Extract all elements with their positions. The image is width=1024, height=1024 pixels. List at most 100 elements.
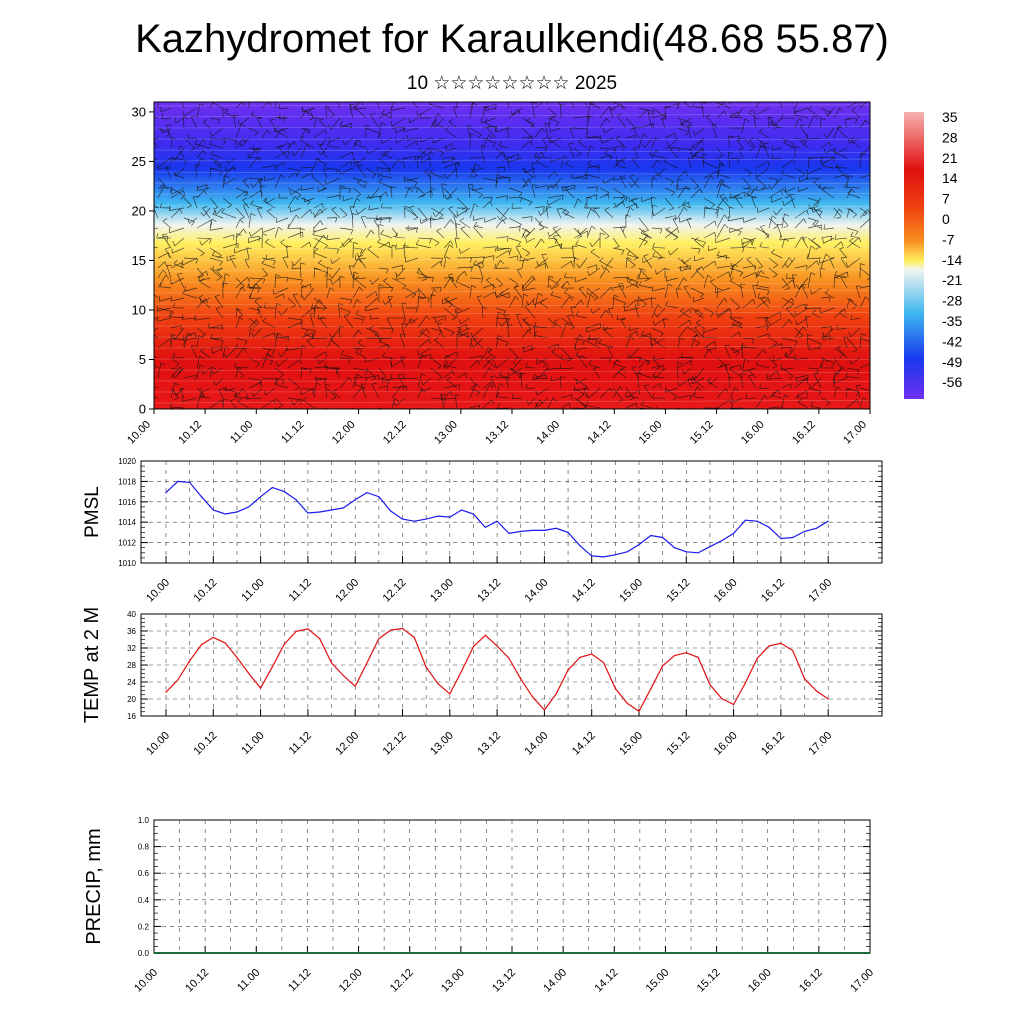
panel-1-point-40 <box>638 544 640 546</box>
wind-barb-35 <box>612 104 623 110</box>
wind-barb-378 <box>781 159 796 169</box>
wind-barb-857 <box>571 245 578 259</box>
wind-barb-436 <box>806 174 822 180</box>
wind-barb-969 <box>599 268 610 279</box>
wind-barb-1680 <box>547 397 557 409</box>
wind-barb-161 <box>820 118 826 129</box>
wind-barb-776 <box>235 233 242 249</box>
panel-2-point-38 <box>614 687 616 690</box>
wind-barb-262 <box>690 147 705 158</box>
wind-barb-683 <box>453 215 459 229</box>
wind-barb-768 <box>834 234 848 240</box>
wind-barb-290 <box>352 157 360 168</box>
wind-barb-179 <box>328 136 341 142</box>
wind-barb-58 <box>196 103 205 119</box>
wind-barb-1499 <box>335 367 341 379</box>
panel-3-xtick-label-8: 14.00 <box>541 967 569 995</box>
page-title: Kazhydromet for Karaulkendi(48.68 55.87) <box>135 17 889 61</box>
wind-barb-360 <box>536 157 549 169</box>
wind-barb-637 <box>562 208 575 219</box>
wind-barb-929 <box>794 265 808 271</box>
wind-barb-1418 <box>716 357 725 367</box>
panel-2-point-48 <box>733 703 735 706</box>
wind-barb-1339 <box>399 333 406 349</box>
wind-barb-1426 <box>820 357 836 367</box>
wind-barb-272 <box>823 147 835 154</box>
wind-barb-1450 <box>417 354 427 369</box>
wind-barb-505 <box>278 193 289 199</box>
wind-barb-1296 <box>560 322 571 339</box>
wind-barb-665 <box>209 225 224 231</box>
wind-barb-1504 <box>390 374 406 380</box>
contour-line-24 <box>154 369 870 373</box>
wind-barb-1032 <box>703 274 712 289</box>
wind-barb-513 <box>390 186 396 199</box>
wind-barb-822 <box>833 241 844 249</box>
wind-barb-1422 <box>768 357 778 369</box>
wind-barb-1624 <box>526 397 536 406</box>
wind-barb-395 <box>287 172 298 179</box>
wind-barb-1409 <box>600 357 612 363</box>
wind-barb-1392 <box>364 357 380 363</box>
wind-barb-192 <box>506 127 513 139</box>
wind-barb-389 <box>209 167 216 179</box>
wind-barb-1537 <box>833 366 846 379</box>
wind-barb-1362 <box>703 341 717 349</box>
wind-barb-826 <box>164 247 172 259</box>
wind-barb-130 <box>404 126 419 133</box>
wind-barb-1340 <box>417 339 431 349</box>
wind-barb-480 <box>676 178 683 189</box>
wind-barb-1598 <box>181 396 198 402</box>
wind-barb-1012 <box>443 276 455 289</box>
wind-barb-966 <box>548 277 562 290</box>
panel-2-point-44 <box>685 652 687 654</box>
wind-barb-1228 <box>386 317 393 329</box>
wind-barb-1601 <box>235 388 246 399</box>
wind-barb-928 <box>781 257 793 269</box>
panel-1-xtick-label-5: 12.12 <box>381 577 409 605</box>
wind-barb-344 <box>339 161 353 169</box>
contour-line-15 <box>154 269 870 272</box>
contour-line-22 <box>154 345 870 349</box>
wind-barb-294 <box>404 156 417 162</box>
wind-barb-265 <box>736 138 744 149</box>
wind-barb-1379 <box>200 347 211 359</box>
wind-barb-1459 <box>525 362 536 369</box>
wind-barb-1596 <box>170 382 180 399</box>
wind-barb-911 <box>560 260 573 269</box>
wind-barb-853 <box>515 245 523 259</box>
wind-barb-770 <box>154 246 159 249</box>
wind-barb-1200 <box>729 312 744 319</box>
wind-barb-945 <box>287 277 304 285</box>
wind-barb-511 <box>365 195 382 202</box>
wind-barb-883 <box>196 267 204 278</box>
wind-barb-965 <box>547 277 560 289</box>
wind-barb-601 <box>811 207 822 213</box>
wind-barb-1144 <box>715 307 731 317</box>
wind-barb-922 <box>703 260 717 269</box>
wind-barb-57 <box>174 117 185 123</box>
wind-barb-1101 <box>156 306 172 312</box>
wind-barb-175 <box>274 126 289 139</box>
wind-barb-1019 <box>522 285 536 291</box>
wind-barb-1289 <box>457 328 471 339</box>
wind-barb-1508 <box>456 372 467 379</box>
wind-barb-497 <box>183 197 192 209</box>
wind-barb-840 <box>352 241 359 259</box>
wind-barb-200 <box>601 137 614 144</box>
wind-barb-1607 <box>313 382 321 399</box>
panel-2-xtick-label-5: 12.12 <box>381 730 409 758</box>
wind-barb-477 <box>629 174 640 189</box>
wind-barb-708 <box>781 213 789 229</box>
wind-barb-139 <box>526 117 536 129</box>
colorbar-label-13: -56 <box>942 374 962 390</box>
wind-barb-1089 <box>729 297 741 310</box>
contour-line-3 <box>154 138 870 141</box>
contour-line-21 <box>154 336 870 339</box>
wind-barb-456 <box>356 179 367 189</box>
wind-barb-680 <box>407 225 419 231</box>
wind-barb-255 <box>612 144 624 151</box>
wind-barb-501 <box>235 190 249 199</box>
wind-barb-1242 <box>566 314 575 329</box>
